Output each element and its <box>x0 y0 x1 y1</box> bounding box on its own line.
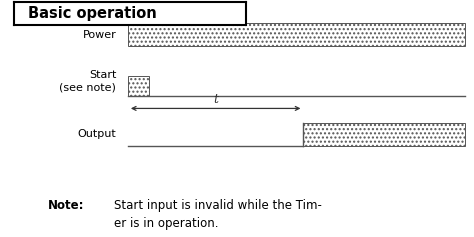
Bar <box>128 23 465 46</box>
Text: Basic operation: Basic operation <box>28 6 157 21</box>
Bar <box>128 76 149 96</box>
Text: Power: Power <box>82 30 116 40</box>
Bar <box>303 123 465 146</box>
Text: t: t <box>213 93 218 106</box>
Text: Note:: Note: <box>47 200 84 212</box>
Text: Start
(see note): Start (see note) <box>59 70 116 92</box>
Text: Start input is invalid while the Tim-
er is in operation.: Start input is invalid while the Tim- er… <box>114 200 322 230</box>
Text: Output: Output <box>77 129 116 139</box>
